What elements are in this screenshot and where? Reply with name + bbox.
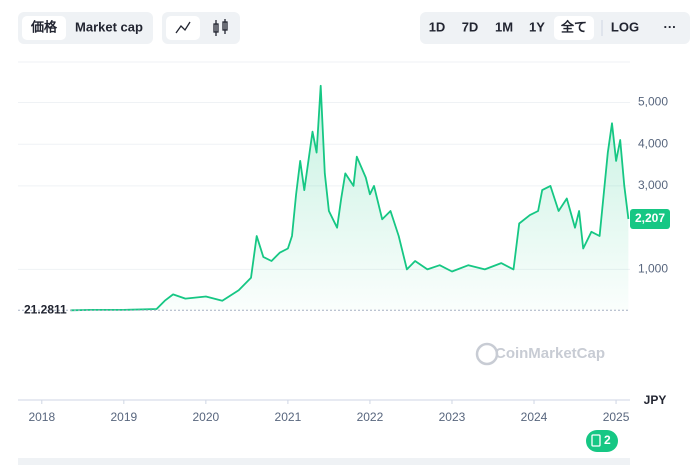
mode-button[interactable]: 価格 bbox=[30, 19, 58, 34]
mode-active bbox=[22, 16, 66, 40]
x-tick-label: 2021 bbox=[275, 410, 302, 424]
x-tick-label: 2020 bbox=[193, 410, 220, 424]
x-tick-label: 2025 bbox=[603, 410, 630, 424]
line-icon bbox=[175, 21, 191, 34]
y-tick-label: 1,000 bbox=[638, 262, 668, 276]
x-tick-label: 2022 bbox=[357, 410, 384, 424]
badge-icon bbox=[591, 434, 601, 447]
range-button[interactable]: 1M bbox=[495, 19, 513, 34]
last-label-box bbox=[630, 209, 670, 230]
area bbox=[70, 85, 629, 311]
x-tick-label: 2019 bbox=[110, 410, 137, 424]
range-button[interactable]: 1D bbox=[429, 19, 446, 34]
currency-label: JPY bbox=[644, 393, 667, 407]
y-tick-label: 4,000 bbox=[638, 136, 668, 150]
badge[interactable] bbox=[586, 430, 618, 452]
log-button[interactable]: LOG bbox=[611, 19, 639, 34]
watermark: CoinMarketCap bbox=[495, 345, 605, 362]
badge-count: 2 bbox=[604, 433, 611, 447]
x-tick-label: 2018 bbox=[28, 410, 55, 424]
range-button[interactable]: 1Y bbox=[529, 19, 545, 34]
last-label: 2,207 bbox=[635, 211, 665, 225]
y-tick-label: 5,000 bbox=[638, 95, 668, 109]
range-button[interactable]: 7D bbox=[462, 19, 479, 34]
watermark-logo bbox=[475, 342, 499, 366]
price-line bbox=[70, 84, 630, 312]
x-tick-label: 2024 bbox=[521, 410, 548, 424]
range-button[interactable]: 全て bbox=[560, 19, 587, 34]
start-label: 21.2811 bbox=[24, 302, 67, 316]
range-active bbox=[554, 16, 594, 40]
scroll-bar bbox=[18, 458, 630, 465]
more-button[interactable]: ··· bbox=[664, 19, 677, 34]
x-tick-label: 2023 bbox=[439, 410, 466, 424]
y-tick-label: 3,000 bbox=[638, 178, 668, 192]
mode-button[interactable]: Market cap bbox=[75, 19, 143, 34]
candle-icon[interactable] bbox=[213, 19, 228, 36]
